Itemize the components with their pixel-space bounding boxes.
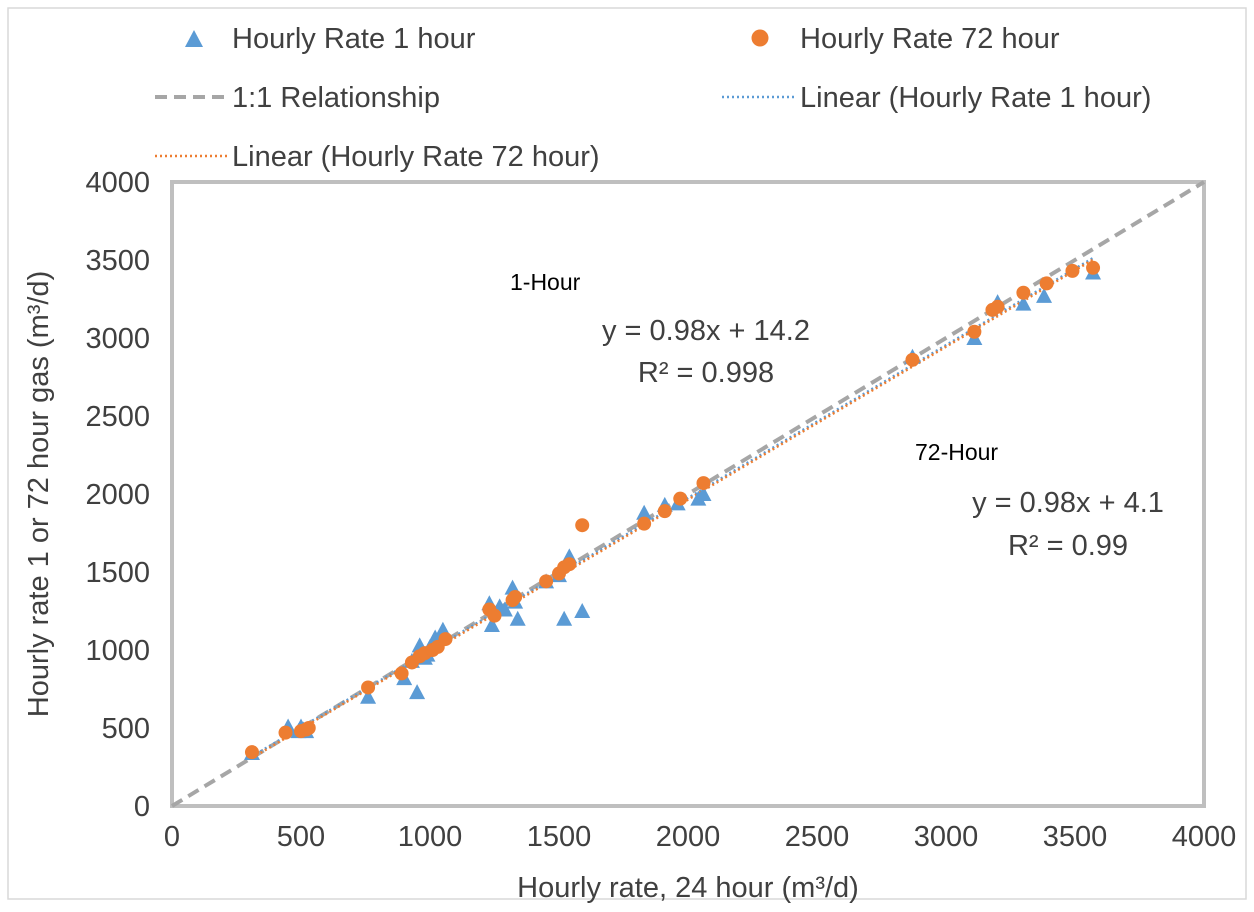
data-point-72hour	[508, 589, 523, 604]
annotation-72hour-equation: y = 0.98x + 4.1	[972, 487, 1164, 519]
data-point-1hour	[636, 504, 653, 520]
legend-item-1hour: Hourly Rate 1 hour	[185, 23, 476, 55]
x-tick-label: 1500	[527, 821, 592, 853]
x-axis-title: Hourly rate, 24 hour (m³/d)	[517, 872, 859, 904]
y-tick-label: 1500	[85, 557, 150, 589]
data-point-72hour	[905, 352, 920, 367]
annotation-72hour-r2: R² = 0.99	[1008, 530, 1128, 562]
data-point-1hour	[509, 610, 526, 626]
legend: Hourly Rate 1 hour Hourly Rate 72 hour 1…	[155, 23, 1151, 173]
data-point-1hour	[483, 617, 500, 633]
data-point-72hour	[1086, 260, 1101, 275]
legend-label-linear-72hour: Linear (Hourly Rate 72 hour)	[232, 141, 600, 173]
data-point-72hour	[657, 504, 672, 519]
y-tick-label: 0	[134, 791, 150, 823]
annotation-1hour-equation: y = 0.98x + 14.2	[602, 315, 810, 347]
data-point-72hour	[1065, 263, 1080, 278]
data-point-72hour	[673, 491, 688, 506]
data-point-72hour	[244, 745, 259, 760]
y-tick-label: 3500	[85, 245, 150, 277]
legend-label-1hour: Hourly Rate 1 hour	[232, 23, 476, 55]
data-point-72hour	[438, 632, 453, 647]
x-tick-label: 500	[277, 821, 325, 853]
legend-label-72hour: Hourly Rate 72 hour	[800, 23, 1060, 55]
data-point-72hour	[967, 324, 982, 339]
x-tick-label: 4000	[1172, 821, 1237, 853]
y-tick-label: 4000	[85, 167, 150, 199]
data-point-72hour	[301, 721, 316, 735]
legend-item-linear-1hour: Linear (Hourly Rate 1 hour)	[722, 82, 1151, 114]
annotation-1hour: 1-Hour y = 0.98x + 14.2 R² = 0.998	[510, 269, 810, 389]
legend-item-linear-72hour: Linear (Hourly Rate 72 hour)	[155, 141, 600, 173]
data-point-72hour	[562, 557, 577, 572]
data-point-72hour	[539, 574, 554, 589]
x-tick-label: 1000	[398, 821, 463, 853]
legend-label-linear-1hour: Linear (Hourly Rate 1 hour)	[800, 82, 1151, 114]
x-tick-label: 2500	[785, 821, 850, 853]
y-tick-label: 2500	[85, 401, 150, 433]
data-points	[243, 260, 1102, 760]
plot-area	[170, 180, 1206, 808]
data-point-1hour	[409, 684, 426, 700]
y-tick-label: 2000	[85, 479, 150, 511]
triangle-marker-icon	[185, 30, 203, 47]
annotation-72hour-title: 72-Hour	[915, 439, 998, 465]
data-point-72hour	[1016, 285, 1031, 300]
data-point-72hour	[990, 299, 1005, 314]
legend-item-one-to-one: 1:1 Relationship	[155, 82, 440, 114]
x-tick-label: 3000	[914, 821, 979, 853]
data-point-72hour	[278, 725, 293, 740]
legend-item-72hour: Hourly Rate 72 hour	[751, 23, 1060, 55]
data-point-1hour	[1015, 295, 1032, 311]
data-point-72hour	[696, 476, 711, 491]
annotation-1hour-r2: R² = 0.998	[638, 357, 774, 389]
data-point-1hour	[1036, 287, 1053, 303]
annotation-1hour-title: 1-Hour	[510, 269, 581, 295]
y-tick-label: 500	[102, 713, 150, 745]
data-point-72hour	[575, 518, 590, 533]
data-point-1hour	[556, 610, 573, 626]
y-tick-label: 3000	[85, 323, 150, 355]
data-point-1hour	[360, 688, 377, 704]
y-tick-label: 1000	[85, 635, 150, 667]
y-axis-title: Hourly rate 1 or 72 hour gas (m³/d)	[23, 271, 55, 717]
data-point-1hour	[574, 603, 591, 618]
x-tick-label: 2000	[656, 821, 721, 853]
data-point-72hour	[394, 666, 409, 681]
annotation-72hour: 72-Hour y = 0.98x + 4.1 R² = 0.99	[915, 439, 1164, 562]
legend-label-one-to-one: 1:1 Relationship	[232, 82, 440, 114]
x-tick-label: 3500	[1043, 821, 1108, 853]
data-point-72hour	[361, 680, 376, 695]
chart-border	[7, 7, 1247, 900]
x-tick-label: 0	[164, 821, 180, 853]
circle-marker-icon	[751, 29, 769, 47]
data-point-72hour	[637, 516, 652, 531]
data-point-72hour	[487, 608, 502, 623]
data-point-72hour	[1039, 276, 1054, 291]
axis-ticks: 0 500 1000 1500 2000 2500 3000 3500 4000 0 500 1000…	[85, 167, 1236, 853]
data-point-1hour	[695, 486, 712, 501]
